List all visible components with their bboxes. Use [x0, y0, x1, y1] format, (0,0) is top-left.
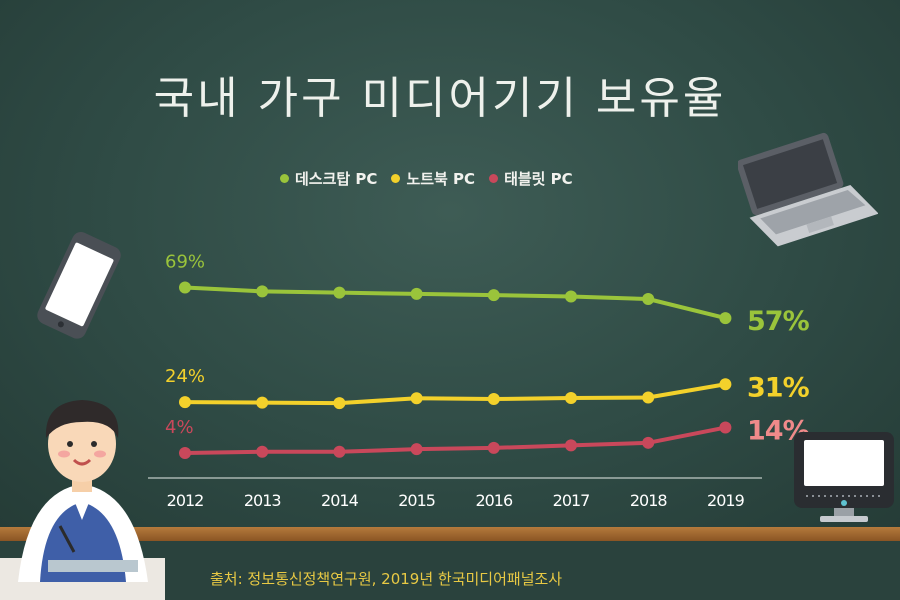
data-point: [410, 287, 423, 300]
data-point: [642, 391, 655, 404]
page-title: 국내 가구 미디어기기 보유율: [153, 73, 727, 124]
legend-label-desktop: 데스크탑 PC: [295, 170, 378, 188]
data-point: [256, 445, 269, 458]
data-point: [179, 396, 191, 409]
legend-label-tablet: 태블릿 PC: [504, 170, 573, 188]
data-point: [487, 289, 500, 302]
start-data-label: 24%: [165, 366, 205, 387]
start-data-label: 69%: [165, 252, 205, 273]
data-point: [719, 312, 732, 325]
data-point: [256, 285, 269, 298]
chalkboard-ledge: [0, 527, 900, 541]
legend-dot-desktop: [280, 174, 289, 183]
x-tick-label: 2013: [244, 491, 281, 510]
data-point: [333, 286, 346, 299]
x-tick-label: 2015: [398, 491, 435, 510]
end-data-label: 57%: [747, 306, 810, 337]
data-point: [256, 396, 269, 409]
data-point: [565, 290, 577, 303]
series-line-2: [184, 425, 726, 455]
x-tick-label: 2019: [707, 491, 745, 510]
laptop-icon: [738, 132, 878, 247]
x-tick-label: 2016: [475, 491, 513, 510]
data-point: [565, 392, 577, 405]
series-line-1: [184, 382, 726, 406]
data-point: [642, 436, 655, 449]
legend-item-desktop: 데스크탑 PC: [280, 168, 377, 189]
data-point: [410, 443, 423, 456]
data-point: [333, 397, 346, 410]
data-point: [487, 393, 500, 406]
data-point: [565, 439, 577, 452]
source-note: 출처: 정보통신정책연구원, 2019년 한국미디어패널조사: [210, 570, 563, 588]
legend-item-tablet: 태블릿 PC: [489, 168, 573, 189]
smartphone-icon: [37, 231, 121, 339]
data-point: [410, 392, 423, 405]
data-point: [179, 281, 191, 294]
legend-dot-notebook: [391, 174, 401, 183]
series-line-0: [184, 285, 726, 321]
end-data-label: 31%: [747, 372, 810, 403]
chalkboard: [0, 0, 900, 530]
data-point: [642, 293, 655, 305]
data-point: [179, 447, 191, 459]
x-tick-label: 2012: [167, 491, 204, 510]
x-tick-label: 2017: [553, 491, 590, 510]
data-point: [333, 445, 346, 458]
legend-dot-tablet: [489, 174, 499, 183]
legend-label-notebook: 노트북 PC: [406, 170, 476, 188]
x-tick-label: 2018: [630, 491, 668, 510]
student-icon: [0, 400, 165, 600]
x-tick-label: 2014: [321, 491, 359, 510]
data-point: [719, 378, 732, 391]
data-point: [719, 421, 732, 434]
monitor-icon: [794, 432, 894, 522]
legend: 데스크탑 PC 노트북 PC 태블릿 PC: [280, 168, 573, 189]
data-point: [487, 441, 500, 454]
legend-item-notebook: 노트북 PC: [391, 168, 475, 189]
start-data-label: 4%: [165, 417, 194, 438]
